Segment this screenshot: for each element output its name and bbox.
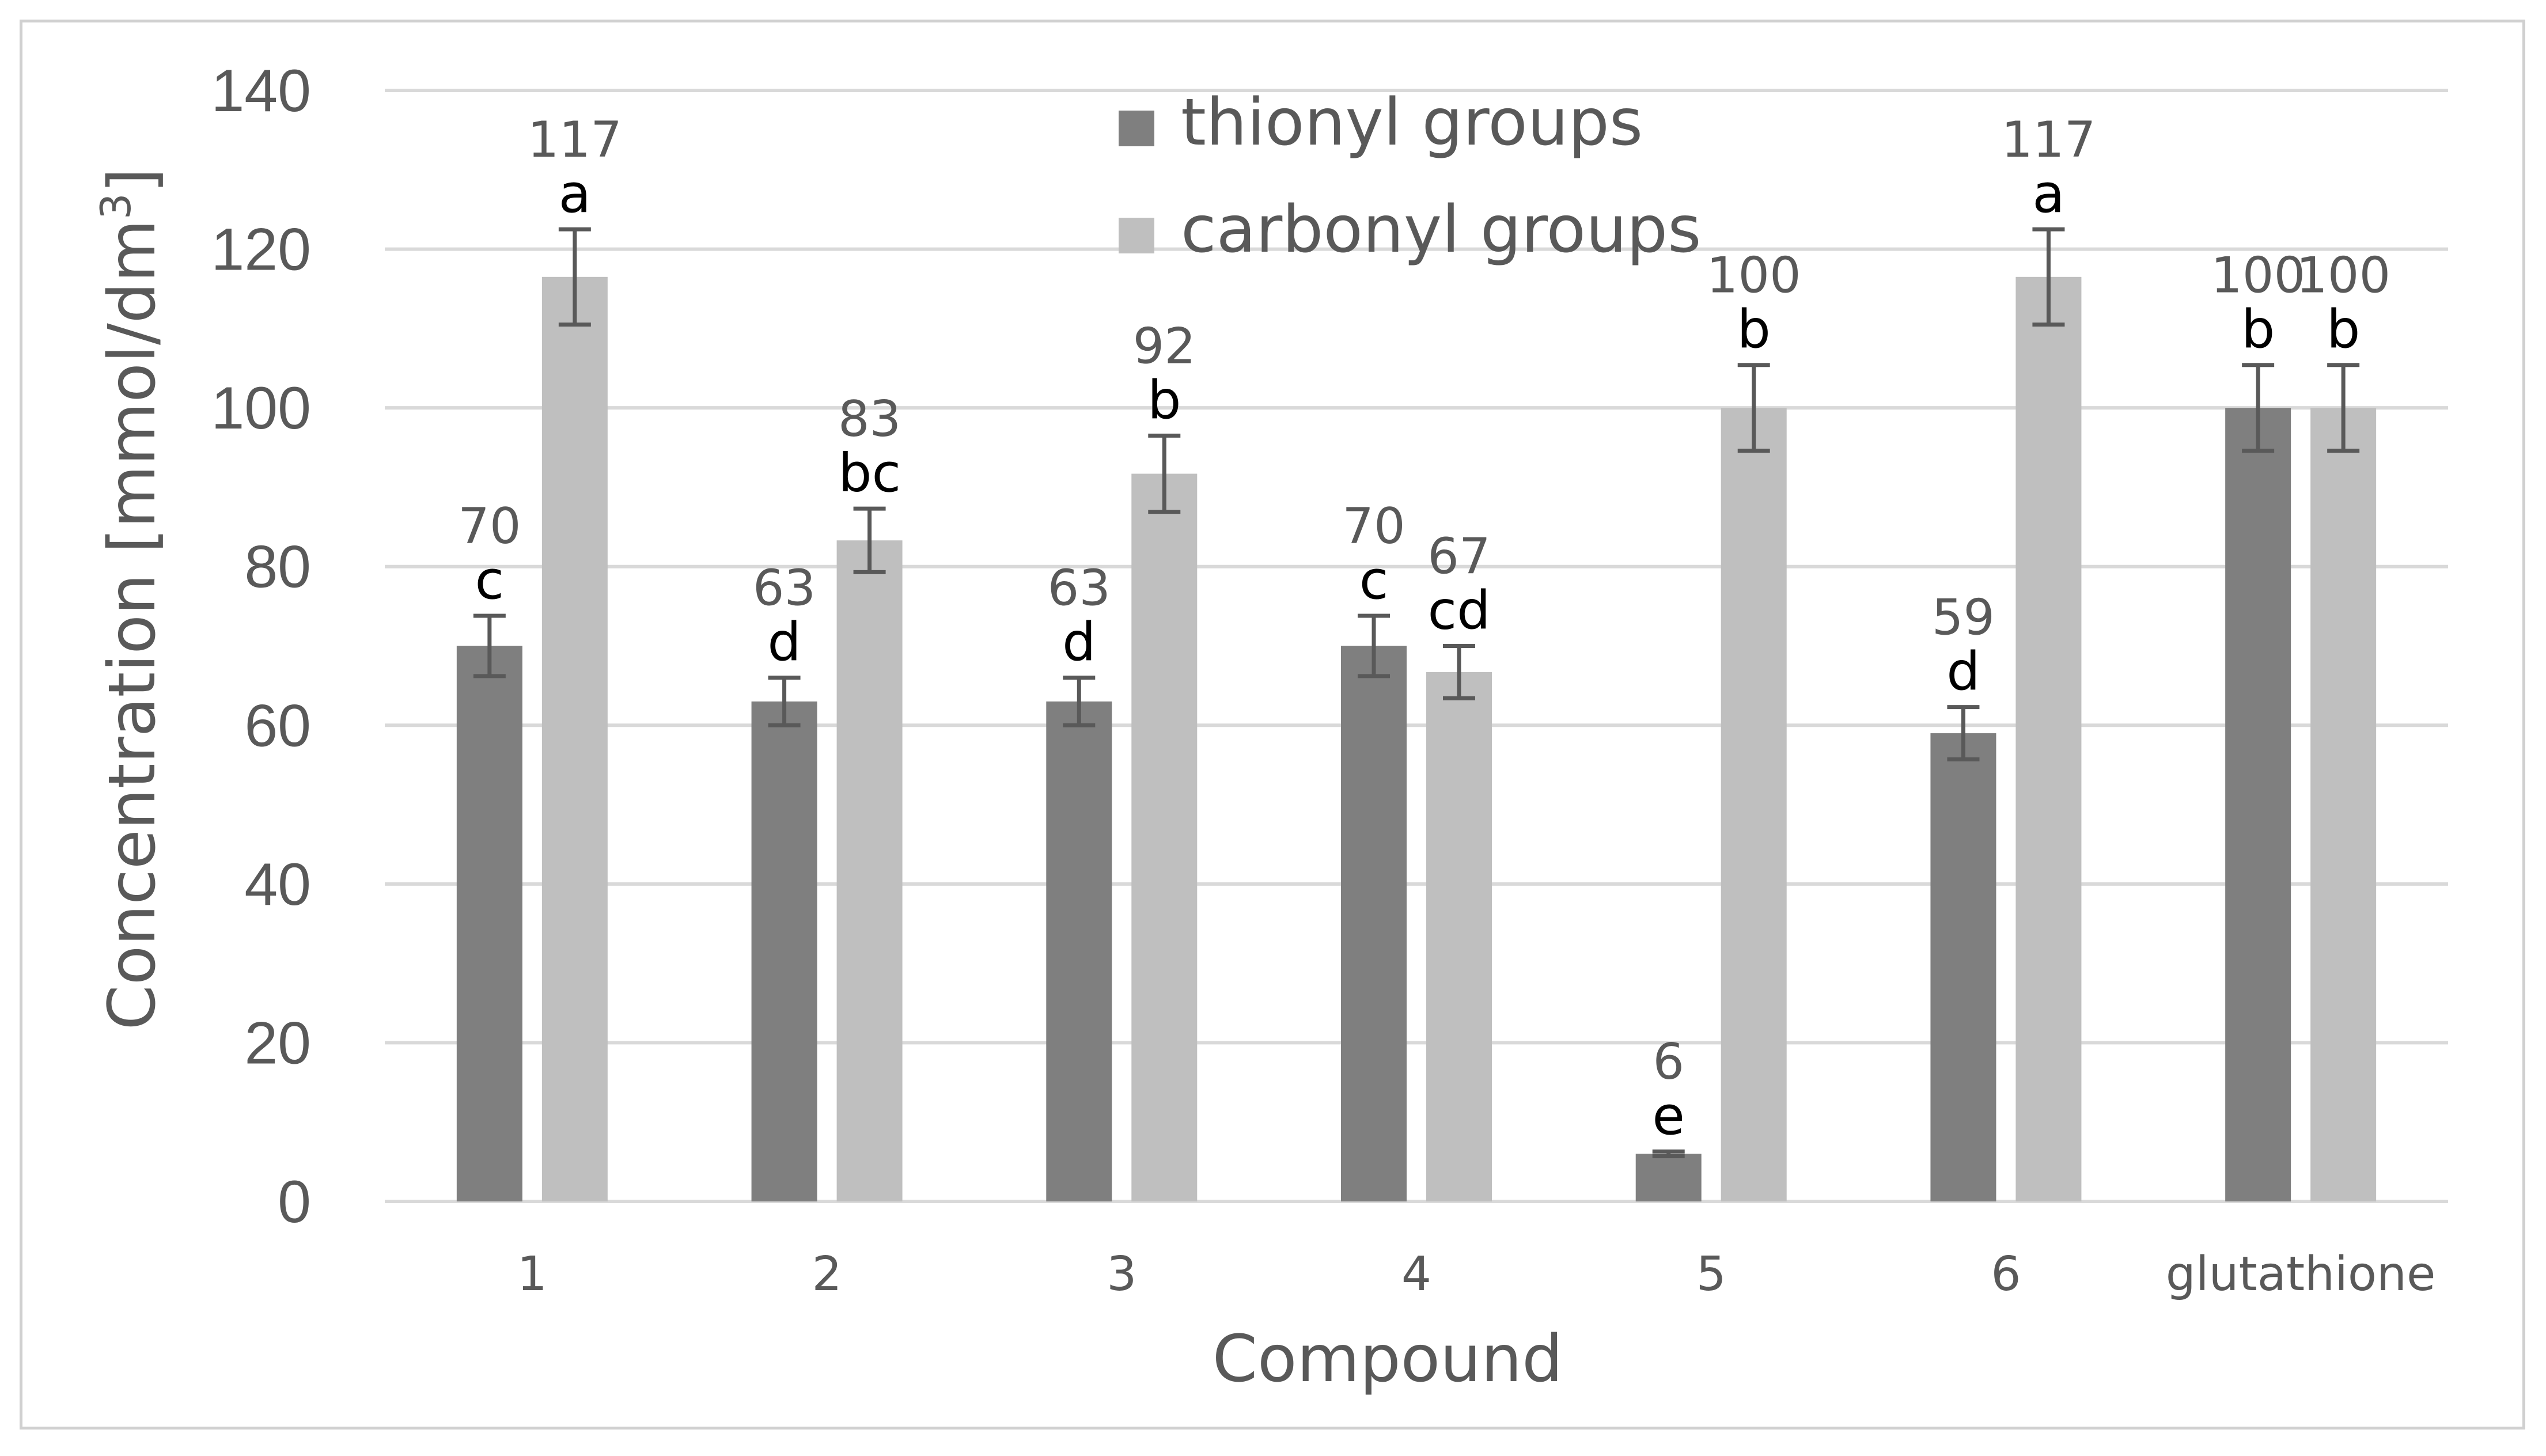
bar-thionyl [1930, 733, 1996, 1201]
y-tick-label: 140 [211, 58, 311, 124]
legend-label: carbonyl groups [1181, 192, 1702, 267]
significance-letter: b [2327, 299, 2360, 361]
y-axis-title: Concentration [mmol/dm3] [92, 168, 170, 1030]
y-tick-label: 0 [278, 1169, 311, 1235]
data-label: 117 [528, 111, 622, 169]
significance-letter: a [2032, 163, 2064, 225]
y-tick-label: 60 [244, 692, 311, 759]
significance-letter: e [1652, 1085, 1685, 1147]
x-tick-label: 3 [1107, 1247, 1136, 1302]
y-tick-label: 100 [211, 375, 311, 442]
data-label: 63 [753, 560, 816, 617]
significance-letter: a [559, 163, 591, 225]
data-label: 6 [1653, 1033, 1684, 1091]
bar-carbonyl [2015, 276, 2082, 1202]
significance-letter: b [1147, 369, 1181, 431]
x-tick-label: 1 [517, 1247, 547, 1302]
x-tick-label: glutathione [2166, 1247, 2436, 1302]
bar-thionyl [456, 646, 522, 1201]
data-label: 59 [1932, 589, 1995, 647]
significance-letter: d [1946, 641, 1980, 703]
bar-thionyl [1046, 701, 1112, 1201]
legend-label: thionyl groups [1181, 85, 1643, 160]
significance-letter: cd [1428, 580, 1491, 642]
y-tick-label: 20 [244, 1010, 311, 1076]
legend-swatch [1119, 111, 1154, 146]
x-tick-label: 4 [1401, 1247, 1431, 1302]
bar-thionyl [751, 701, 817, 1201]
data-label: 83 [838, 390, 901, 448]
significance-letter: d [1062, 612, 1096, 673]
bar-carbonyl [541, 276, 608, 1202]
x-tick-label: 5 [1696, 1247, 1726, 1302]
significance-letter: bc [838, 442, 901, 504]
significance-letter: b [2241, 299, 2275, 361]
data-label: 63 [1048, 560, 1111, 617]
y-tick-label: 120 [211, 217, 311, 283]
data-label: 100 [2296, 247, 2390, 305]
data-label: 70 [458, 498, 521, 555]
legend-swatch [1119, 218, 1154, 253]
data-label: 70 [1342, 498, 1405, 555]
y-tick-label: 80 [244, 534, 311, 601]
x-axis-title: Compound [1213, 1322, 1563, 1397]
bar-carbonyl [836, 540, 903, 1201]
x-tick-label: 6 [1991, 1247, 2021, 1302]
data-label: 100 [2211, 247, 2305, 305]
data-label: 67 [1427, 528, 1490, 586]
data-label: 100 [1707, 247, 1801, 305]
significance-letter: b [1737, 299, 1771, 361]
significance-letter: c [475, 549, 505, 611]
bar-carbonyl [1721, 408, 1787, 1202]
data-label: 117 [2001, 111, 2096, 169]
bar-thionyl [2225, 408, 2291, 1202]
bar-carbonyl [1131, 473, 1198, 1201]
x-tick-label: 2 [812, 1247, 842, 1302]
significance-letter: c [1359, 549, 1389, 611]
significance-letter: d [767, 612, 801, 673]
bar-thionyl [1635, 1154, 1702, 1201]
y-tick-label: 40 [244, 851, 311, 918]
bar-thionyl [1341, 646, 1407, 1201]
bar-carbonyl [2310, 408, 2377, 1202]
data-label: 92 [1133, 317, 1196, 375]
bar-carbonyl [1426, 672, 1492, 1201]
